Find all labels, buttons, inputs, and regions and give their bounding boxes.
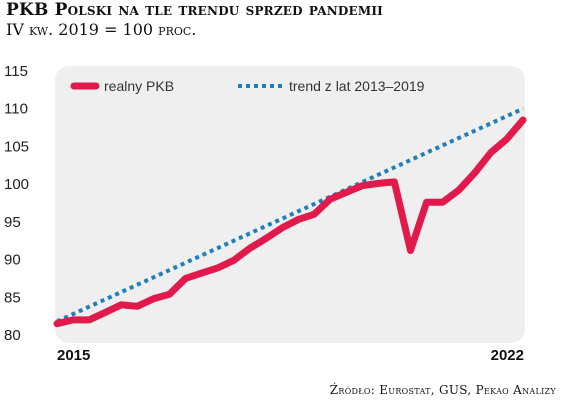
y-tick-label: 105	[4, 138, 29, 155]
series-layer	[53, 106, 527, 328]
y-tick-label: 100	[4, 176, 29, 193]
y-tick-label: 85	[4, 289, 21, 306]
y-tick-label: 95	[4, 214, 21, 231]
y-tick-label: 110	[4, 101, 28, 118]
y-tick-label: 115	[4, 63, 28, 80]
chart-subtitle: IV kw. 2019 = 100 proc.	[6, 20, 197, 39]
legend-label-trend: trend z lat 2013–2019	[289, 78, 425, 94]
trend-line	[56, 106, 524, 324]
x-axis-ticks: 2015 2022	[57, 347, 524, 364]
legend-label-real: realny PKB	[104, 78, 174, 94]
chart-title: PKB Polski na tle trendu sprzed pandemii	[6, 0, 383, 20]
y-tick-label: 90	[4, 252, 21, 269]
y-tick-label: 80	[4, 327, 21, 344]
real-gdp-line	[53, 116, 527, 328]
x-tick-label: 2015	[57, 347, 90, 364]
plot-background	[55, 66, 525, 343]
source-note: Źródło: Eurostat, GUS, Pekao Analizy	[329, 383, 556, 397]
y-axis-ticks: 80 85 90 95 100 105 110 115	[4, 63, 29, 344]
legend: realny PKB trend z lat 2013–2019	[70, 78, 425, 94]
x-tick-label: 2022	[491, 347, 524, 364]
